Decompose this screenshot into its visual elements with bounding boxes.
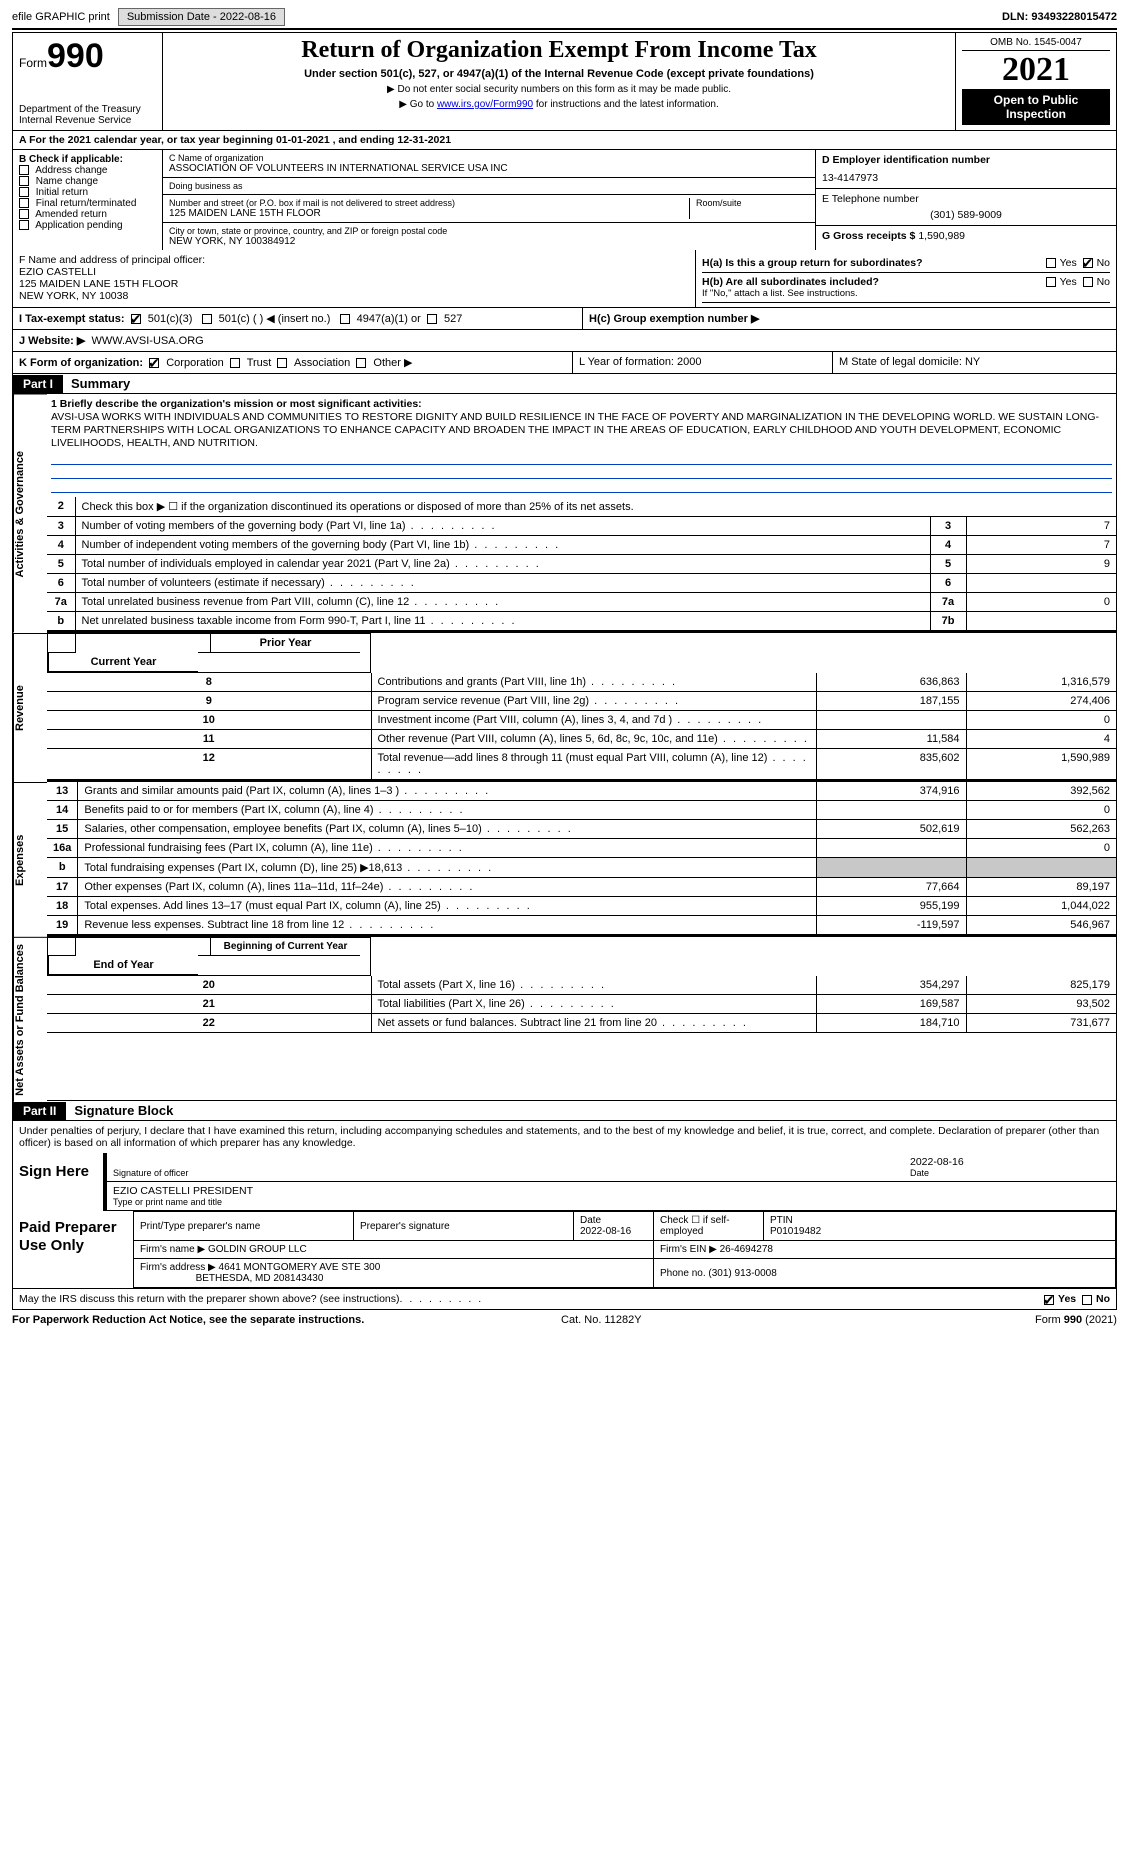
part-i-header: Part I Summary: [12, 374, 1117, 394]
dln-label: DLN: 93493228015472: [1002, 11, 1117, 23]
part-ii-body: Under penalties of perjury, I declare th…: [12, 1121, 1117, 1310]
line-6: 6Total number of volunteers (estimate if…: [47, 573, 1116, 592]
checkbox-address-change[interactable]: Address change: [19, 165, 156, 176]
open-public-badge: Open to Public Inspection: [962, 89, 1110, 125]
declaration-text: Under penalties of perjury, I declare th…: [13, 1121, 1116, 1153]
dept-treasury: Department of the Treasury: [19, 104, 156, 115]
line-16a: 16aProfessional fundraising fees (Part I…: [47, 838, 1116, 857]
city: NEW YORK, NY 100384912: [169, 236, 809, 247]
line-14: 14Benefits paid to or for members (Part …: [47, 800, 1116, 819]
firm-name: GOLDIN GROUP LLC: [208, 1244, 307, 1255]
line-5: 5Total number of individuals employed in…: [47, 554, 1116, 573]
page-footer: For Paperwork Reduction Act Notice, see …: [12, 1310, 1117, 1326]
line-b: bNet unrelated business taxable income f…: [47, 611, 1116, 630]
part-ii-header: Part II Signature Block: [12, 1101, 1117, 1121]
note-link: ▶ Go to www.irs.gov/Form990 for instruct…: [169, 99, 949, 110]
box-c: C Name of organization ASSOCIATION OF VO…: [163, 150, 816, 250]
line-4: 4Number of independent voting members of…: [47, 535, 1116, 554]
website: WWW.AVSI-USA.ORG: [91, 335, 203, 347]
cat-activities-governance: Activities & Governance: [13, 394, 47, 633]
box-b: B Check if applicable: Address change Na…: [13, 150, 163, 250]
line-19: 19Revenue less expenses. Subtract line 1…: [47, 915, 1116, 934]
omb-number: OMB No. 1545-0047: [962, 37, 1110, 51]
row-a-tax-year: A For the 2021 calendar year, or tax yea…: [12, 131, 1117, 150]
officer-h-block: F Name and address of principal officer:…: [12, 250, 1117, 308]
line-13: 13Grants and similar amounts paid (Part …: [47, 782, 1116, 801]
line-7a: 7aTotal unrelated business revenue from …: [47, 592, 1116, 611]
line-10: 10Investment income (Part VIII, column (…: [47, 710, 1116, 729]
sign-here-label: Sign Here: [13, 1153, 103, 1211]
row-i-tax-status: I Tax-exempt status: 501(c)(3) 501(c) ( …: [12, 308, 1117, 330]
checkbox-initial-return[interactable]: Initial return: [19, 187, 156, 198]
irs-link[interactable]: www.irs.gov/Form990: [437, 99, 533, 110]
box-d: D Employer identification number 13-4147…: [816, 150, 1116, 250]
cat-net-assets: Net Assets or Fund Balances: [13, 937, 47, 1102]
line-22: 22Net assets or fund balances. Subtract …: [47, 1013, 1116, 1032]
officer-print-name: EZIO CASTELLI PRESIDENT: [113, 1185, 910, 1197]
efile-label: efile GRAPHIC print: [12, 11, 110, 23]
note-ssn: ▶ Do not enter social security numbers o…: [169, 84, 949, 95]
paid-preparer-label: Paid Preparer Use Only: [13, 1211, 133, 1288]
submission-date-button[interactable]: Submission Date - 2022-08-16: [118, 8, 285, 26]
row-k-form-org: K Form of organization: Corporation Trus…: [12, 352, 1117, 374]
checkbox-amended-return[interactable]: Amended return: [19, 209, 156, 220]
form-title: Return of Organization Exempt From Incom…: [169, 37, 949, 64]
org-name: ASSOCIATION OF VOLUNTEERS IN INTERNATION…: [169, 163, 809, 174]
line-20: 20Total assets (Part X, line 16)354,2978…: [47, 976, 1116, 995]
row-j-website: J Website: ▶ WWW.AVSI-USA.ORG: [12, 330, 1117, 352]
checkbox-final-return-terminated[interactable]: Final return/terminated: [19, 198, 156, 209]
gross-receipts: 1,590,989: [918, 230, 965, 242]
line-8: 8Contributions and grants (Part VIII, li…: [47, 673, 1116, 692]
ein: 13-4147973: [822, 172, 1110, 184]
checkbox-application-pending[interactable]: Application pending: [19, 220, 156, 231]
info-grid: B Check if applicable: Address change Na…: [12, 150, 1117, 250]
tax-year: 2021: [962, 51, 1110, 89]
top-strip: efile GRAPHIC print Submission Date - 20…: [12, 8, 1117, 30]
line-12: 12Total revenue—add lines 8 through 11 (…: [47, 748, 1116, 779]
form-number: Form990: [19, 37, 156, 76]
ptin: P01019482: [770, 1226, 821, 1237]
line-b: bTotal fundraising expenses (Part IX, co…: [47, 857, 1116, 877]
form-header: Form990 Department of the Treasury Inter…: [12, 32, 1117, 131]
cat-expenses: Expenses: [13, 782, 47, 937]
sig-date: 2022-08-16: [910, 1156, 1110, 1168]
form-subtitle: Under section 501(c), 527, or 4947(a)(1)…: [169, 68, 949, 80]
line-18: 18Total expenses. Add lines 13–17 (must …: [47, 896, 1116, 915]
firm-ein: 26-4694278: [720, 1244, 773, 1255]
line-9: 9Program service revenue (Part VIII, lin…: [47, 691, 1116, 710]
street: 125 MAIDEN LANE 15TH FLOOR: [169, 208, 689, 219]
phone: (301) 589-9009: [822, 209, 1110, 221]
line-11: 11Other revenue (Part VIII, column (A), …: [47, 729, 1116, 748]
cat-revenue: Revenue: [13, 633, 47, 782]
line-21: 21Total liabilities (Part X, line 26)169…: [47, 994, 1116, 1013]
mission-text: AVSI-USA WORKS WITH INDIVIDUALS AND COMM…: [51, 411, 1099, 449]
line-17: 17Other expenses (Part IX, column (A), l…: [47, 877, 1116, 896]
part-i-body: Activities & Governance 1 Briefly descri…: [12, 394, 1117, 1101]
irs-label: Internal Revenue Service: [19, 115, 156, 126]
checkbox-name-change[interactable]: Name change: [19, 176, 156, 187]
officer-name: EZIO CASTELLI: [19, 266, 689, 278]
firm-phone: (301) 913-0008: [708, 1268, 776, 1279]
line-15: 15Salaries, other compensation, employee…: [47, 819, 1116, 838]
line-3: 3Number of voting members of the governi…: [47, 516, 1116, 535]
